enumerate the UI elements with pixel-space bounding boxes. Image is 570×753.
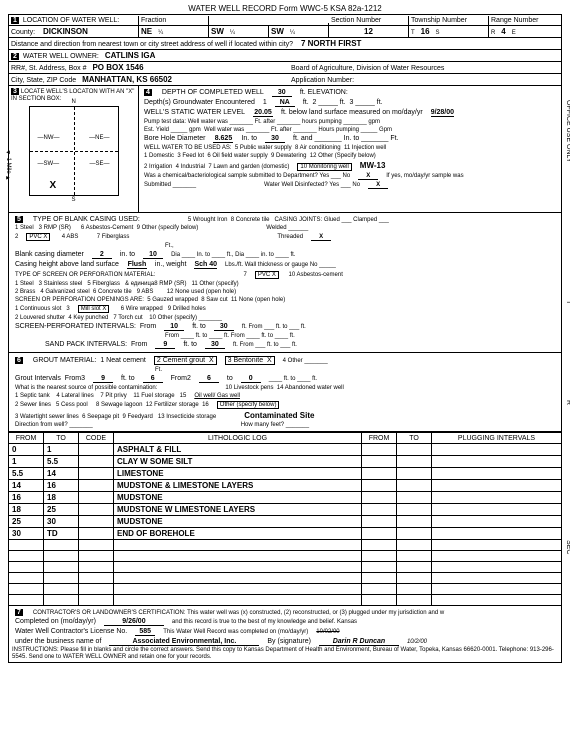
- form-page: OFFICE USE ONLY T R SEC WATER WELL RECOR…: [0, 0, 570, 667]
- lithologic-log-table: FROMTOCODELITHOLOGIC LOGFROMTOPLUGGING I…: [8, 432, 562, 606]
- side-t: T: [565, 300, 570, 304]
- section-6: 6GROUT MATERIAL: 1 Neat cement2 Cement g…: [8, 352, 562, 432]
- side-office: OFFICE USE ONLY: [565, 100, 570, 163]
- side-sec: SEC: [565, 540, 570, 554]
- section-1: 1LOCATION OF WATER WELL: Fraction Sectio…: [8, 14, 562, 50]
- section-3-4: 3LOCATE WELL'S LOCATON WITH AN "X" IN SE…: [8, 85, 562, 213]
- side-r: R: [565, 400, 570, 405]
- section-7: 7CONTRACTOR'S OR LANDOWNER'S CERTIFICATI…: [8, 605, 562, 663]
- county-value: DICKINSON: [43, 27, 88, 36]
- section-box-diagram: NS —NW——NE— —SW——SE— X: [29, 106, 119, 196]
- form-header: WATER WELL RECORD Form WWC-5 KSA 82a-121…: [8, 4, 562, 13]
- section-2: 2WATER WELL OWNER: CATLINS IGA RR#, St. …: [8, 49, 562, 86]
- section-5: 5TYPE OF BLANK CASING USED:5 Wrought Iro…: [8, 212, 562, 353]
